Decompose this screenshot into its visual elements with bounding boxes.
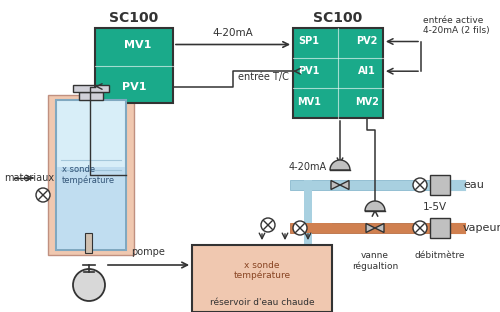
- Bar: [95, 28, 173, 103]
- Text: PV1: PV1: [122, 81, 146, 91]
- Bar: [290, 223, 465, 233]
- Bar: [57, 167, 125, 249]
- Bar: [85, 233, 92, 253]
- Text: MV1: MV1: [124, 40, 152, 50]
- Text: x sonde
température: x sonde température: [62, 165, 115, 185]
- Polygon shape: [340, 181, 349, 189]
- Circle shape: [413, 178, 427, 192]
- Circle shape: [413, 221, 427, 235]
- Text: 1-5V: 1-5V: [423, 202, 447, 212]
- Circle shape: [73, 269, 105, 301]
- Bar: [79, 92, 103, 100]
- Text: réservoir d'eau chaude: réservoir d'eau chaude: [210, 298, 314, 307]
- Polygon shape: [331, 181, 340, 189]
- Circle shape: [36, 188, 50, 202]
- Text: débitmètre: débitmètre: [415, 251, 465, 260]
- Text: pompe: pompe: [132, 247, 166, 257]
- Text: SC100: SC100: [110, 11, 158, 25]
- Text: PV1: PV1: [298, 66, 320, 76]
- Wedge shape: [330, 160, 350, 170]
- Bar: [293, 28, 383, 118]
- Text: materiaux: materiaux: [4, 173, 54, 183]
- Circle shape: [293, 221, 307, 235]
- Bar: [291, 223, 332, 233]
- Text: vanne
régualtion: vanne régualtion: [352, 251, 398, 271]
- Text: MV2: MV2: [355, 97, 379, 107]
- Polygon shape: [366, 223, 375, 232]
- Bar: [56, 100, 126, 250]
- Text: eau: eau: [463, 180, 484, 190]
- Bar: [304, 180, 312, 310]
- Bar: [430, 218, 450, 238]
- Text: PV2: PV2: [356, 37, 378, 46]
- Bar: [48, 95, 134, 255]
- Text: MV1: MV1: [297, 97, 321, 107]
- Text: vapeur: vapeur: [463, 223, 500, 233]
- Text: entrée T/C: entrée T/C: [238, 72, 289, 82]
- Text: entrée active
4-20mA (2 fils): entrée active 4-20mA (2 fils): [423, 16, 490, 36]
- Text: x sonde
température: x sonde température: [234, 261, 290, 280]
- Polygon shape: [375, 223, 384, 232]
- Circle shape: [261, 218, 275, 232]
- Text: AI1: AI1: [358, 66, 376, 76]
- Bar: [430, 175, 450, 195]
- Bar: [192, 245, 332, 312]
- Wedge shape: [365, 201, 385, 211]
- Bar: [290, 180, 465, 190]
- Text: 4-20mA: 4-20mA: [289, 162, 327, 172]
- Text: 4-20mA: 4-20mA: [212, 28, 254, 38]
- Text: SC100: SC100: [314, 11, 362, 25]
- Text: SP1: SP1: [298, 37, 320, 46]
- Bar: [73, 85, 109, 92]
